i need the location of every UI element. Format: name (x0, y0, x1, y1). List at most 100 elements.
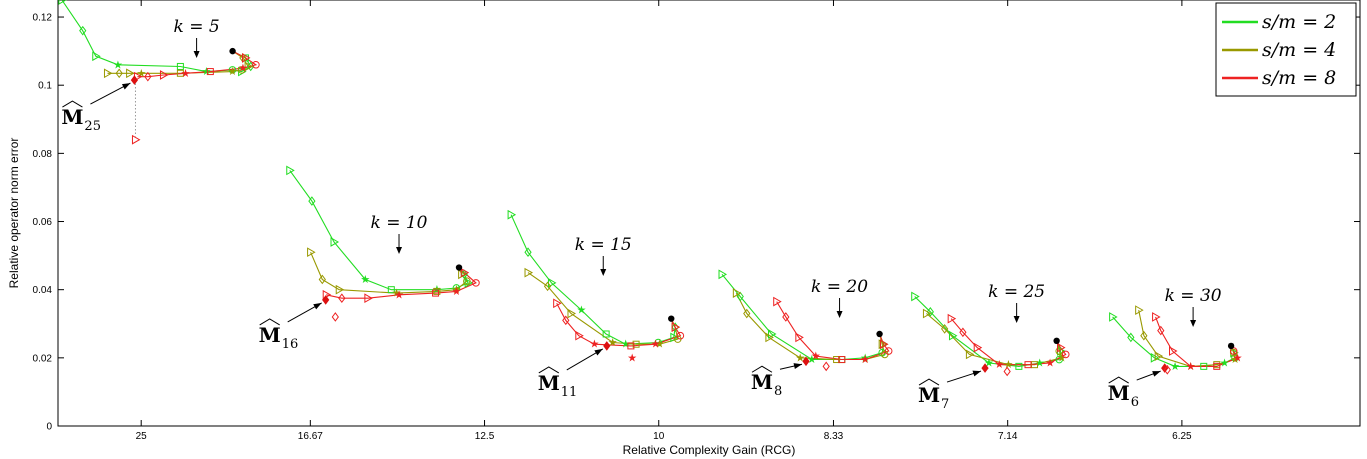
data-point-marker: ★ (1220, 356, 1230, 369)
data-point-marker (922, 308, 932, 319)
peak-point (1053, 337, 1060, 344)
legend-entry-label: s/m = 8 (1262, 67, 1336, 89)
data-point-marker (452, 284, 461, 292)
data-point-marker (1061, 350, 1070, 359)
data-point-marker (176, 69, 184, 77)
data-point-marker (131, 134, 141, 145)
data-point-marker (115, 68, 123, 79)
data-point-marker (1031, 361, 1038, 369)
data-point-marker (676, 331, 685, 340)
x-tick-label: 8.33 (824, 431, 844, 442)
data-point-marker: ★ (181, 67, 191, 80)
data-point-marker (795, 332, 804, 343)
data-point-marker (743, 308, 751, 319)
data-point-marker: ★ (860, 353, 870, 366)
model-label: M (918, 383, 940, 407)
data-point-marker (244, 61, 254, 72)
data-point-marker (464, 278, 474, 288)
series-line-3 (556, 303, 682, 347)
data-point-marker: ★ (1186, 360, 1196, 373)
data-point-marker (524, 267, 534, 278)
data-point-marker (782, 312, 790, 322)
data-point-marker: ★ (655, 338, 665, 351)
data-point-marker: ★ (1045, 356, 1055, 369)
data-point-marker (767, 329, 777, 339)
data-point-marker: ★ (811, 350, 821, 363)
k-label: k = 25 (988, 282, 1045, 302)
data-point-marker (1169, 346, 1178, 356)
data-point-marker (965, 349, 975, 360)
data-point-marker (58, 0, 67, 5)
data-point-marker (632, 340, 640, 348)
data-point-marker (718, 269, 728, 280)
y-tick-label: 0.04 (33, 285, 53, 296)
y-tick-label: 0.1 (38, 81, 52, 92)
data-point-marker (1003, 366, 1011, 377)
data-point-marker (79, 25, 87, 36)
data-point-marker (553, 298, 562, 309)
k-arrow-head (600, 269, 607, 276)
data-point-marker: ★ (608, 336, 618, 349)
data-point-marker (884, 347, 893, 355)
legend: s/m = 2 s/m = 4 s/m = 8 (1215, 2, 1357, 97)
selected-model-point (981, 363, 989, 373)
data-point-marker (911, 291, 920, 302)
data-point-marker (567, 308, 576, 319)
annotations-layer: k = 5M 25k = 10M 16k = 15M 11k = 20M 8k = 25… (61, 17, 1221, 412)
data-point-marker (507, 209, 517, 220)
model-label-hat (1108, 376, 1129, 384)
data-point-marker (228, 66, 237, 74)
data-point-marker: ★ (113, 58, 123, 71)
peak-point (876, 330, 883, 338)
data-point-marker (330, 237, 340, 247)
x-tick-label: 7.14 (998, 431, 1018, 442)
data-point-marker (335, 284, 345, 295)
selected-model-point (802, 356, 810, 367)
data-point-marker (206, 68, 214, 76)
data-point-marker (1135, 305, 1144, 315)
data-point-marker: ★ (1057, 351, 1067, 364)
data-point-marker (926, 306, 934, 317)
data-point-marker (364, 293, 373, 304)
model-arrow-head (313, 302, 322, 310)
data-point-marker (543, 281, 552, 292)
data-point-marker (286, 165, 295, 176)
data-point-marker (144, 71, 152, 82)
k-label: k = 5 (174, 17, 220, 37)
data-point-marker (176, 62, 184, 70)
data-point-marker: ★ (201, 65, 211, 78)
data-point-marker (948, 330, 958, 341)
data-point-marker (432, 289, 440, 297)
data-point-marker (1163, 364, 1171, 375)
data-point-marker (833, 356, 841, 364)
data-point-marker: ★ (860, 353, 870, 366)
model-arrow-head (594, 348, 603, 356)
k-arrow-head (836, 311, 843, 318)
series-line-3 (326, 267, 477, 299)
data-point-marker (562, 315, 570, 326)
data-point-marker (1109, 312, 1118, 322)
model-label: M (61, 105, 83, 129)
data-point-marker: ★ (238, 62, 248, 75)
data-point-marker: ★ (807, 353, 817, 366)
data-point-marker (822, 361, 830, 372)
data-point-marker (736, 291, 744, 302)
y-tick-label: 0.02 (33, 353, 53, 364)
data-point-marker (765, 332, 774, 343)
data-point-marker (947, 313, 957, 324)
model-label-subscript: 25 (84, 119, 101, 134)
model-label: M (538, 371, 560, 395)
data-point-marker (159, 70, 169, 80)
x-tick-label: 6.25 (1172, 431, 1192, 442)
data-point-marker: ★ (627, 351, 637, 364)
model-label-subscript: 7 (941, 397, 949, 412)
data-point-marker: ★ (589, 338, 599, 351)
k-arrow-head (193, 51, 200, 58)
data-point-marker (252, 60, 260, 69)
x-tick-label: 16.67 (298, 431, 323, 442)
data-point-marker (1157, 325, 1165, 336)
k-label: k = 20 (811, 277, 868, 297)
series-line-3 (776, 301, 890, 361)
y-tick-label: 0.08 (33, 149, 53, 160)
data-point-marker (1200, 362, 1208, 370)
